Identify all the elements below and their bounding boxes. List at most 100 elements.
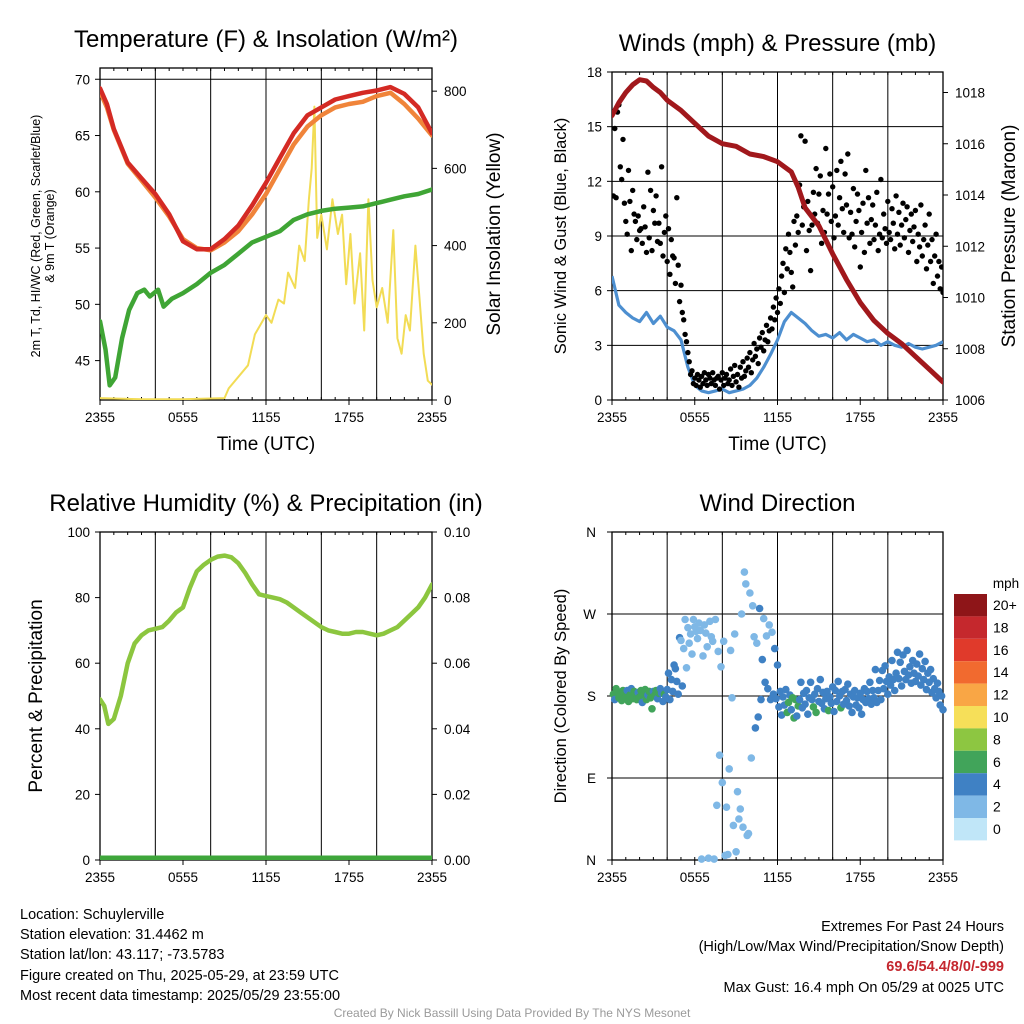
dir-point bbox=[896, 658, 904, 667]
gust-point bbox=[630, 187, 636, 194]
dir-point bbox=[682, 664, 691, 672]
gust-point bbox=[893, 193, 899, 199]
gust-point bbox=[653, 193, 659, 199]
gust-point bbox=[905, 249, 912, 256]
x-tick-label: 0555 bbox=[680, 870, 710, 885]
dir-point bbox=[850, 686, 859, 695]
gust-point bbox=[850, 185, 857, 192]
gust-point bbox=[754, 346, 760, 352]
gust-point bbox=[759, 329, 765, 336]
dir-point bbox=[664, 669, 673, 677]
legend-label: 16 bbox=[993, 642, 1009, 658]
gust-point bbox=[841, 229, 847, 236]
gust-point bbox=[878, 176, 884, 183]
gust-point bbox=[689, 368, 695, 374]
legend-swatch bbox=[954, 616, 987, 639]
pressure-y-label: 1012 bbox=[955, 239, 985, 254]
dir-point bbox=[855, 704, 863, 712]
gust-point bbox=[747, 349, 753, 356]
dir-point bbox=[678, 682, 687, 690]
dir-point bbox=[744, 829, 753, 838]
gust-point bbox=[874, 189, 880, 195]
rh-y-label: 100 bbox=[67, 525, 90, 540]
dir-point bbox=[681, 615, 689, 624]
gust-point bbox=[824, 211, 830, 217]
gust-point bbox=[726, 377, 732, 383]
series-line-pressure bbox=[612, 77, 943, 385]
insolation-y-label: 400 bbox=[444, 239, 467, 254]
dir-point bbox=[713, 801, 721, 810]
gust-point bbox=[903, 216, 909, 223]
gust-point bbox=[642, 224, 648, 230]
dir-point bbox=[863, 687, 871, 696]
precip-y-label: 0.00 bbox=[444, 853, 470, 868]
gust-point bbox=[646, 235, 652, 241]
gust-point bbox=[810, 189, 817, 195]
legend-label: 20+ bbox=[993, 597, 1017, 613]
gust-point bbox=[619, 176, 625, 183]
gust-point bbox=[818, 240, 825, 246]
gust-point bbox=[628, 247, 634, 254]
gust-point bbox=[770, 304, 777, 310]
dir-point bbox=[673, 677, 681, 686]
gust-point bbox=[794, 213, 800, 219]
gust-point bbox=[696, 377, 702, 383]
gust-point bbox=[918, 202, 924, 208]
legend-label: 10 bbox=[993, 709, 1009, 725]
gust-point bbox=[896, 209, 902, 215]
dir-point bbox=[926, 665, 935, 674]
gust-point bbox=[882, 226, 888, 232]
x-tick-label: 2355 bbox=[417, 870, 447, 885]
chart-title: Wind Direction bbox=[699, 490, 855, 517]
gust-point bbox=[634, 236, 640, 243]
temp-y-label: 45 bbox=[75, 354, 90, 369]
dir-point bbox=[895, 674, 903, 683]
dir-point bbox=[897, 682, 906, 690]
dir-point bbox=[857, 710, 866, 718]
gust-point bbox=[914, 258, 920, 265]
gust-point bbox=[682, 331, 688, 338]
gust-point bbox=[658, 164, 665, 170]
credit-text: Created By Nick Bassill Using Data Provi… bbox=[333, 1006, 691, 1020]
gust-point bbox=[923, 266, 930, 272]
legend-swatch bbox=[954, 661, 987, 684]
dir-point bbox=[730, 630, 739, 638]
dir-point bbox=[699, 652, 707, 660]
gust-point bbox=[613, 195, 619, 201]
gust-point bbox=[912, 207, 919, 214]
gust-point bbox=[863, 167, 869, 174]
dir-point bbox=[890, 686, 899, 695]
x-tick-label: 0555 bbox=[168, 870, 198, 885]
gust-point bbox=[927, 258, 934, 265]
gust-point bbox=[732, 362, 738, 369]
gust-point bbox=[936, 258, 942, 265]
gust-point bbox=[820, 207, 826, 214]
gust-point bbox=[802, 138, 808, 144]
dir-point bbox=[747, 754, 756, 762]
dir-point bbox=[718, 778, 727, 787]
gust-point bbox=[733, 379, 739, 385]
gust-point bbox=[926, 211, 932, 217]
gust-point bbox=[617, 164, 623, 170]
gust-point bbox=[639, 240, 645, 246]
gust-point bbox=[871, 236, 877, 243]
gust-point bbox=[828, 218, 834, 225]
dir-point bbox=[804, 710, 812, 718]
dir-point bbox=[918, 664, 927, 673]
legend-label: 4 bbox=[993, 776, 1001, 792]
gust-point bbox=[813, 165, 819, 172]
gust-point bbox=[641, 204, 647, 210]
rh-y-label: 20 bbox=[75, 787, 90, 802]
extremes-subheading: (High/Low/Max Wind/Precipitation/Snow De… bbox=[698, 939, 1004, 956]
dir-point bbox=[717, 663, 725, 671]
gust-point bbox=[838, 158, 844, 164]
gust-point bbox=[809, 222, 815, 228]
chart-title: Temperature (F) & Insolation (W/m²) bbox=[74, 26, 458, 53]
wind-y-label: 0 bbox=[594, 393, 602, 408]
x-tick-label: 1755 bbox=[845, 870, 875, 885]
series-line-ins bbox=[100, 105, 432, 400]
precip-y-label: 0.02 bbox=[444, 787, 470, 802]
gust-point bbox=[744, 355, 750, 361]
chart-title: Winds (mph) & Pressure (mb) bbox=[619, 30, 936, 57]
gust-point bbox=[645, 169, 651, 175]
